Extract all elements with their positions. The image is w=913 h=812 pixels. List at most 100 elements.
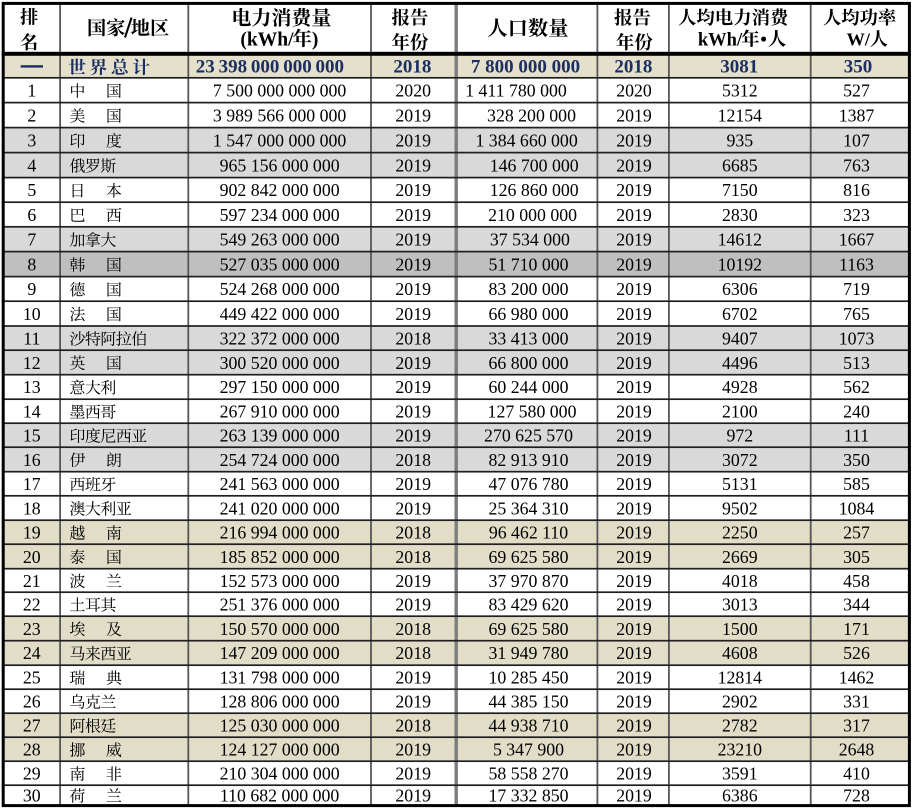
- svg-text:1163: 1163: [839, 254, 874, 274]
- svg-text:6306: 6306: [722, 279, 758, 299]
- svg-text:2019: 2019: [616, 205, 652, 225]
- svg-text:96 462 110: 96 462 110: [489, 523, 568, 543]
- svg-text:3081: 3081: [720, 57, 758, 78]
- svg-text:83 429 620: 83 429 620: [488, 595, 568, 615]
- svg-text:4496: 4496: [722, 353, 758, 373]
- svg-text:513: 513: [843, 353, 870, 373]
- svg-text:150 570 000 000: 150 570 000 000: [220, 619, 340, 639]
- svg-text:69 625 580: 69 625 580: [488, 619, 568, 639]
- svg-text:14: 14: [23, 402, 41, 422]
- svg-text:2019: 2019: [395, 353, 431, 373]
- svg-text:2019: 2019: [616, 130, 652, 150]
- svg-text:110 682 000 000: 110 682 000 000: [220, 785, 339, 805]
- svg-text:7: 7: [27, 230, 36, 250]
- svg-text:1667: 1667: [839, 230, 875, 250]
- svg-text:350: 350: [844, 57, 873, 78]
- svg-text:10 285 450: 10 285 450: [488, 668, 568, 688]
- svg-text:2020: 2020: [616, 81, 652, 101]
- svg-text:251 376 000 000: 251 376 000 000: [220, 595, 340, 615]
- svg-text:2019: 2019: [616, 595, 652, 615]
- svg-text:297 150 000 000: 297 150 000 000: [220, 377, 340, 397]
- svg-text:24: 24: [23, 643, 41, 663]
- svg-text:2019: 2019: [616, 571, 652, 591]
- svg-text:127 580 000: 127 580 000: [488, 402, 577, 422]
- svg-text:972: 972: [726, 426, 753, 446]
- svg-text:2019: 2019: [395, 785, 431, 805]
- svg-text:449 422 000 000: 449 422 000 000: [220, 304, 340, 324]
- svg-text:410: 410: [843, 764, 870, 784]
- svg-text:2018: 2018: [395, 523, 431, 543]
- svg-text:267 910 000 000: 267 910 000 000: [220, 402, 340, 422]
- svg-text:4: 4: [27, 155, 36, 175]
- svg-text:3 989 566 000 000: 3 989 566 000 000: [213, 105, 346, 125]
- svg-text:66 800 000: 66 800 000: [488, 353, 568, 373]
- svg-text:2019: 2019: [616, 328, 652, 348]
- svg-text:29: 29: [23, 764, 41, 784]
- svg-text:69 625 580: 69 625 580: [488, 547, 568, 567]
- svg-text:5 347 900: 5 347 900: [493, 740, 564, 760]
- svg-text:20: 20: [23, 547, 41, 567]
- svg-text:128 806 000 000: 128 806 000 000: [220, 692, 340, 712]
- svg-text:4928: 4928: [722, 377, 758, 397]
- svg-text:7150: 7150: [722, 180, 758, 200]
- svg-text:350: 350: [843, 450, 870, 470]
- svg-text:1: 1: [27, 81, 36, 101]
- svg-text:2018: 2018: [393, 57, 431, 78]
- svg-text:22: 22: [23, 595, 41, 615]
- svg-text:1084: 1084: [839, 498, 875, 518]
- svg-text:kWh/: kWh/: [698, 30, 743, 50]
- svg-text:2019: 2019: [395, 377, 431, 397]
- svg-text:6685: 6685: [722, 155, 758, 175]
- svg-text:526: 526: [843, 643, 870, 663]
- svg-text:82 913 910: 82 913 910: [488, 450, 568, 470]
- svg-text:124 127 000 000: 124 127 000 000: [220, 740, 340, 760]
- svg-text:2019: 2019: [616, 643, 652, 663]
- svg-text:44 385 150: 44 385 150: [488, 692, 568, 712]
- svg-text:816: 816: [843, 180, 870, 200]
- svg-text:254 724 000 000: 254 724 000 000: [220, 450, 340, 470]
- svg-text:322 372 000 000: 322 372 000 000: [220, 328, 340, 348]
- svg-text:2018: 2018: [395, 547, 431, 567]
- svg-text:2019: 2019: [395, 668, 431, 688]
- svg-text:5: 5: [27, 180, 36, 200]
- svg-text:2019: 2019: [616, 692, 652, 712]
- svg-text:33 413 000: 33 413 000: [488, 328, 568, 348]
- svg-text:2019: 2019: [616, 764, 652, 784]
- svg-text:2018: 2018: [395, 643, 431, 663]
- svg-text:2018: 2018: [395, 328, 431, 348]
- svg-text:12814: 12814: [718, 668, 763, 688]
- svg-text:2019: 2019: [616, 105, 652, 125]
- svg-text:2019: 2019: [616, 230, 652, 250]
- svg-text:2669: 2669: [722, 547, 758, 567]
- svg-text:317: 317: [843, 716, 870, 736]
- svg-text:2250: 2250: [722, 523, 758, 543]
- svg-text:11: 11: [23, 328, 40, 348]
- svg-text:2019: 2019: [395, 130, 431, 150]
- svg-text:2019: 2019: [616, 353, 652, 373]
- svg-text:241 563 000 000: 241 563 000 000: [220, 474, 340, 494]
- svg-text:549 263 000 000: 549 263 000 000: [220, 230, 340, 250]
- svg-text:2019: 2019: [395, 498, 431, 518]
- svg-text:331: 331: [843, 692, 870, 712]
- svg-text:51 710 000: 51 710 000: [488, 254, 568, 274]
- svg-text:965 156 000 000: 965 156 000 000: [220, 155, 340, 175]
- svg-text:126 860 000: 126 860 000: [490, 180, 579, 200]
- svg-text:2019: 2019: [616, 402, 652, 422]
- svg-text:2100: 2100: [722, 402, 758, 422]
- svg-text:19: 19: [23, 523, 41, 543]
- svg-text:27: 27: [23, 716, 41, 736]
- svg-text:263 139 000 000: 263 139 000 000: [220, 426, 340, 446]
- svg-text:2020: 2020: [395, 81, 431, 101]
- svg-text:5131: 5131: [722, 474, 758, 494]
- svg-text:17 332 850: 17 332 850: [488, 785, 568, 805]
- svg-text:2019: 2019: [616, 155, 652, 175]
- svg-text:2019: 2019: [616, 785, 652, 805]
- svg-text:2782: 2782: [722, 716, 758, 736]
- svg-text:4018: 4018: [722, 571, 758, 591]
- svg-text:344: 344: [843, 595, 870, 615]
- svg-text:(kWh/: (kWh/: [240, 29, 294, 50]
- svg-text:23: 23: [23, 619, 41, 639]
- svg-text:2019: 2019: [395, 764, 431, 784]
- svg-text:935: 935: [726, 130, 753, 150]
- svg-text:210 000 000: 210 000 000: [488, 205, 577, 225]
